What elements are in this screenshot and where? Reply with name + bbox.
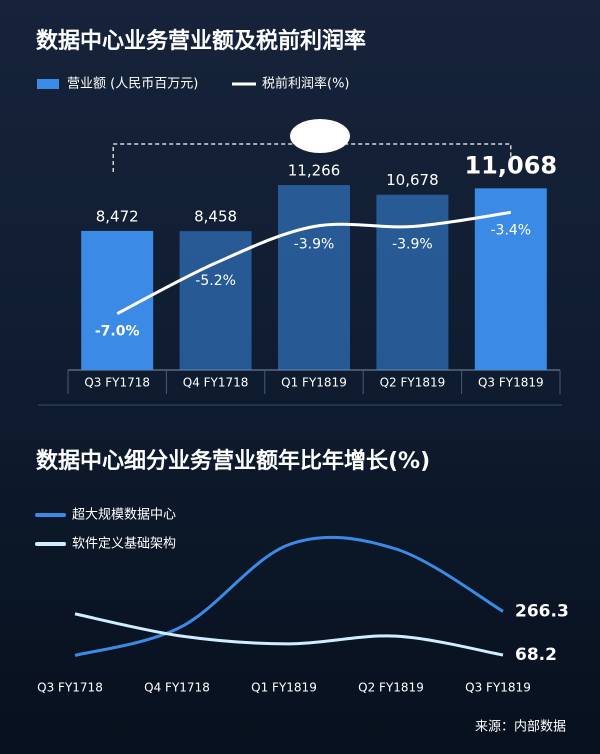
- bar: [474, 188, 547, 370]
- bar: [179, 231, 252, 370]
- x-tick-label: Q1 FY1819: [281, 376, 347, 390]
- data-label: -5.2%: [195, 273, 236, 289]
- annotation-badge: [290, 119, 350, 153]
- bar: [278, 185, 350, 370]
- legend-swatch: [37, 79, 59, 89]
- data-label: 11,266: [288, 162, 341, 180]
- x-tick-label: Q3 FY1718: [37, 681, 103, 695]
- line: [116, 210, 512, 316]
- x-tick-label: Q4 FY1718: [183, 376, 249, 390]
- x-tick-label: Q4 FY1718: [144, 681, 210, 695]
- chart-title: 数据中心细分业务营业额年比年增长(%): [36, 448, 430, 474]
- legend-label: 税前利润率(%): [262, 76, 350, 92]
- source: 来源：内部数据: [475, 719, 566, 735]
- data-label: 8,472: [96, 207, 139, 225]
- x-tick-label: Q3 FY1819: [478, 376, 544, 390]
- x-tick-label: Q3 FY1718: [84, 376, 150, 390]
- line: [74, 612, 504, 657]
- annotation: +31%: [297, 128, 342, 144]
- data-label: 10,678: [386, 171, 439, 189]
- x-tick-label: Q3 FY1819: [465, 681, 531, 695]
- data-label: -7.0%: [95, 324, 140, 340]
- chart-title: 数据中心业务营业额及税前利润率: [36, 28, 366, 54]
- data-label: 8,458: [194, 208, 237, 226]
- legend-label: 软件定义基础架构: [72, 537, 176, 552]
- x-tick-label: Q2 FY1819: [358, 681, 424, 695]
- x-tick-label: Q1 FY1819: [251, 681, 317, 695]
- data-label: -3.9%: [392, 236, 433, 252]
- bar: [376, 194, 449, 370]
- data-label: -3.9%: [294, 236, 335, 252]
- legend-label: 超大规模数据中心: [72, 508, 176, 523]
- legend-label: 营业额 (人民币百万元): [67, 77, 198, 92]
- data-label: 266.3: [515, 601, 569, 621]
- x-tick-label: Q2 FY1819: [380, 376, 446, 390]
- line: [74, 535, 504, 657]
- data-label: -3.4%: [490, 222, 531, 238]
- data-label: 68.2: [515, 645, 557, 665]
